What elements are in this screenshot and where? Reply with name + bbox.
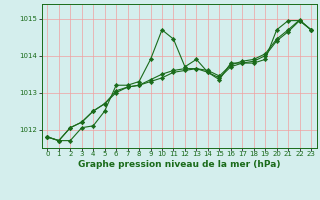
- X-axis label: Graphe pression niveau de la mer (hPa): Graphe pression niveau de la mer (hPa): [78, 160, 280, 169]
